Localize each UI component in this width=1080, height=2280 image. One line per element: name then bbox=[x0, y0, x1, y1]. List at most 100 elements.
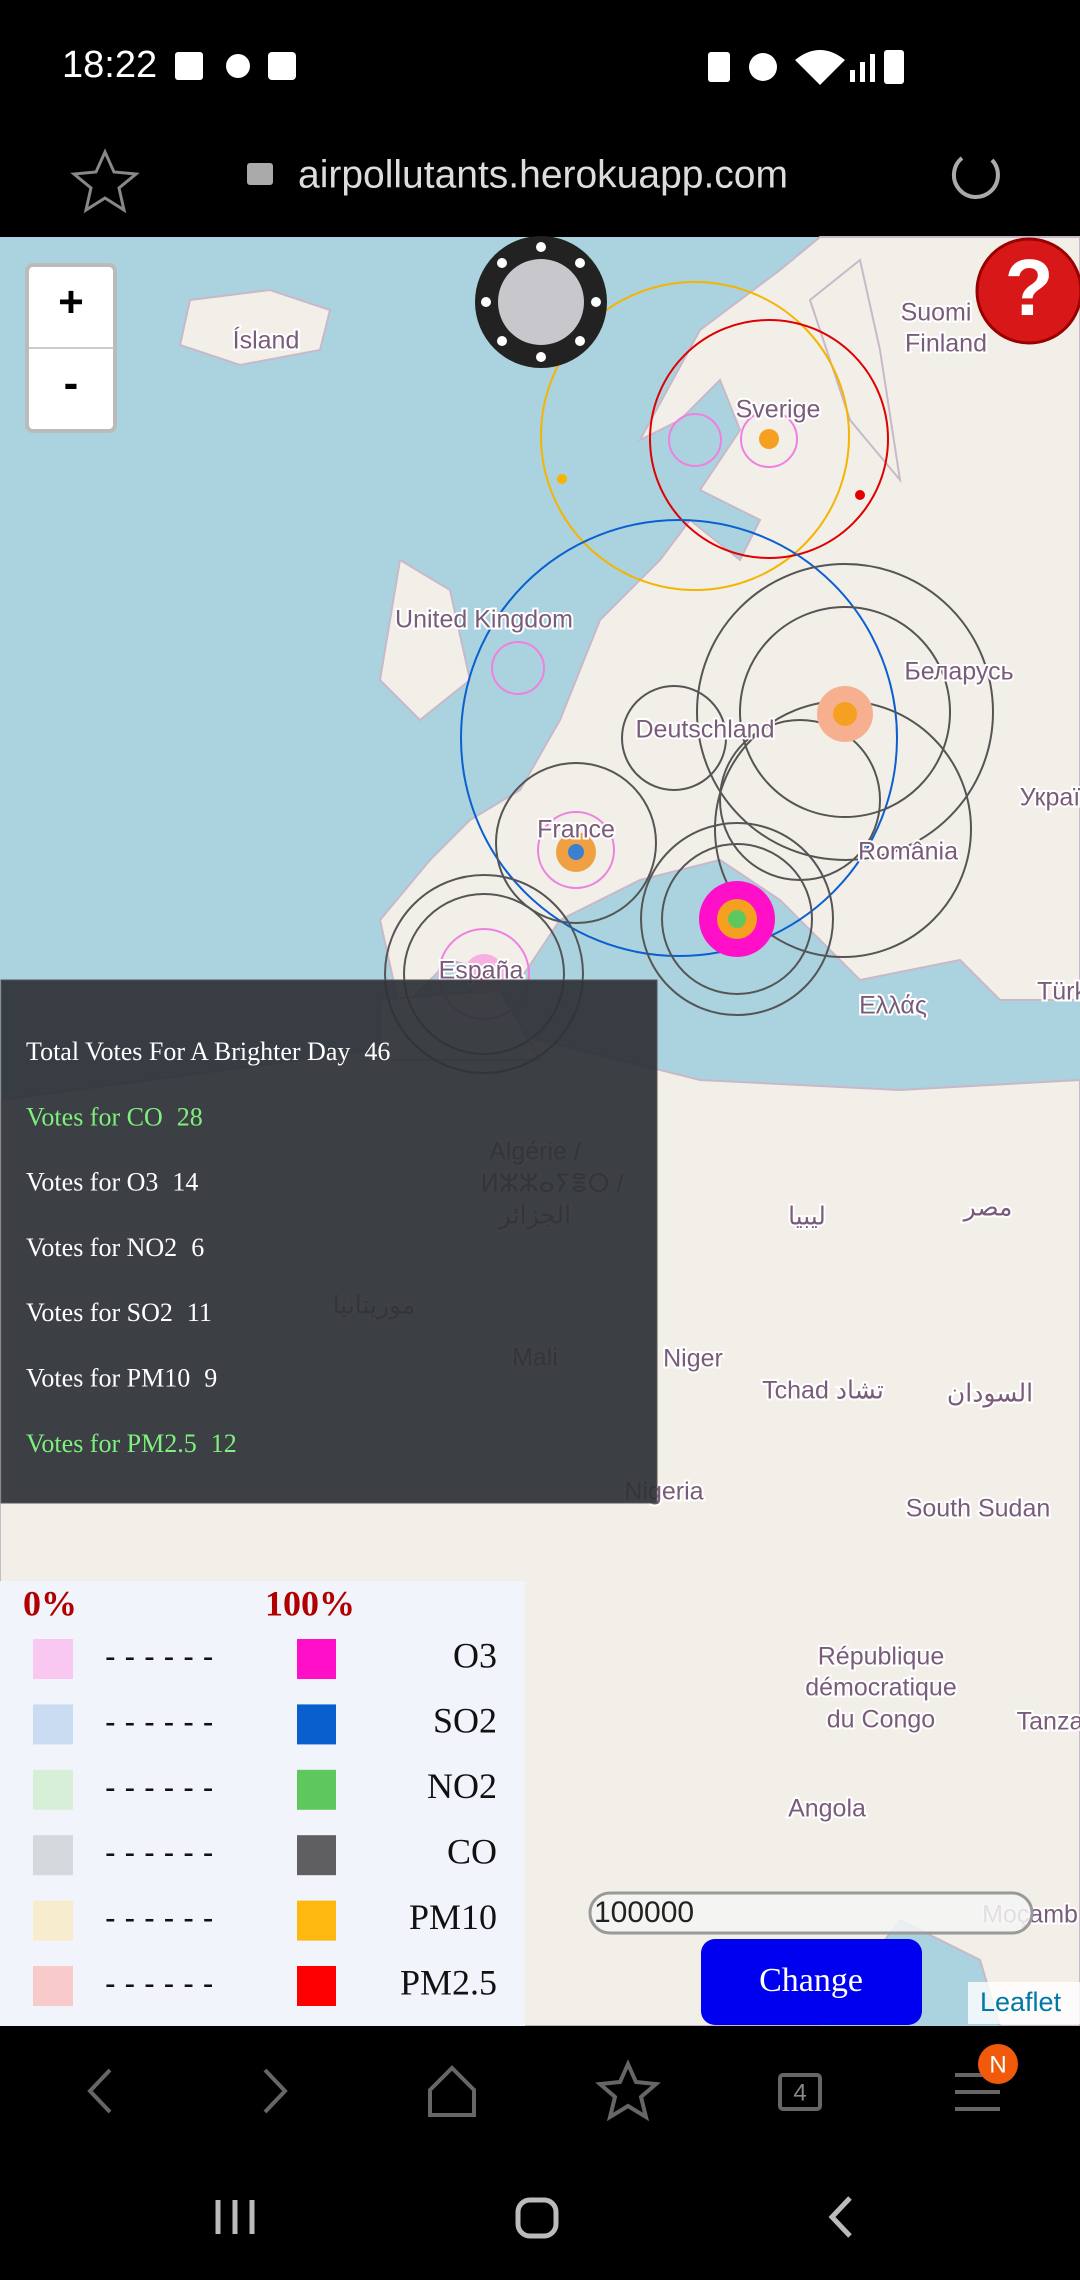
legend-label: PM2.5 bbox=[400, 1962, 497, 2002]
attribution[interactable]: Leaflet bbox=[980, 1987, 1062, 2017]
zoom-out[interactable]: - bbox=[64, 359, 79, 408]
legend-separator: - - - - - - bbox=[105, 1769, 213, 1805]
map-label: du Congo bbox=[827, 1706, 935, 1734]
map-label: Sverige bbox=[736, 396, 821, 424]
help-icon[interactable]: ? bbox=[1005, 243, 1054, 332]
change-label[interactable]: Change bbox=[759, 1962, 863, 1999]
help-button[interactable] bbox=[975, 237, 1080, 345]
map-label: Ísland bbox=[233, 326, 300, 355]
vote-label: Votes for PM10 bbox=[26, 1363, 190, 1392]
zoom-in[interactable]: + bbox=[58, 278, 84, 327]
legend-separator: - - - - - - bbox=[105, 1638, 213, 1674]
map-label: Беларусь bbox=[904, 658, 1013, 686]
legend-separator: - - - - - - bbox=[105, 1900, 213, 1936]
vote-row: Votes for SO2 11 bbox=[26, 1298, 212, 1327]
vote-row: Votes for PM10 9 bbox=[26, 1363, 217, 1392]
vote-row: Votes for NO2 6 bbox=[26, 1233, 204, 1262]
map-label: Tchad تشاد bbox=[762, 1377, 884, 1405]
bookmark-star[interactable] bbox=[70, 148, 140, 214]
legend-swatch-dark bbox=[297, 1966, 336, 2006]
map-label: Ελλάς bbox=[859, 992, 927, 1020]
map-label: Deutschland bbox=[636, 716, 775, 744]
map-label: démocratique bbox=[805, 1674, 956, 1702]
vote-label: Votes for PM2.5 bbox=[26, 1429, 197, 1458]
legend-label: SO2 bbox=[433, 1701, 497, 1741]
map-label: Suomi bbox=[901, 299, 972, 327]
legend-swatch-light bbox=[33, 1835, 73, 1876]
vote-count: 46 bbox=[364, 1037, 390, 1066]
votes-list: Total Votes For A Brighter Day 46 Votes fo… bbox=[26, 1037, 390, 1458]
input-value[interactable]: 100000 bbox=[594, 1896, 694, 1929]
vote-label: Votes for O3 bbox=[26, 1168, 158, 1197]
legend-separator: - - - - - - bbox=[105, 1704, 213, 1740]
map-label: Украї bbox=[1020, 784, 1080, 812]
map-label: Türk bbox=[1037, 978, 1080, 1006]
legend-rows: - - - - - - O3 - - - - - - SO2 - - - - - - NO… bbox=[33, 1635, 497, 2006]
number-input[interactable] bbox=[588, 1891, 1034, 1935]
reload[interactable] bbox=[951, 156, 1000, 200]
vote-count: 28 bbox=[177, 1102, 203, 1131]
legend-label: PM10 bbox=[409, 1897, 497, 1937]
map-label: Finland bbox=[905, 330, 987, 358]
clock: 18:22 bbox=[62, 44, 157, 86]
lock-icon bbox=[247, 163, 273, 185]
zoom-control bbox=[25, 263, 117, 433]
legend-swatch-dark bbox=[297, 1900, 336, 1941]
legend-swatch-dark bbox=[297, 1769, 336, 1810]
votes-panel bbox=[0, 979, 658, 1504]
map-label: السودان bbox=[947, 1380, 1033, 1409]
legend-swatch-light bbox=[33, 1966, 73, 2006]
top-bar bbox=[0, 0, 1080, 237]
vote-row: Votes for CO 28 bbox=[26, 1102, 203, 1131]
map-label: مصر bbox=[962, 1194, 1013, 1223]
vote-count: 14 bbox=[172, 1168, 198, 1197]
vote-label: Total Votes For A Brighter Day bbox=[26, 1037, 350, 1066]
map-label: Tanza bbox=[1017, 1708, 1080, 1736]
system-nav bbox=[215, 2196, 852, 2239]
vote-count: 12 bbox=[211, 1429, 237, 1458]
map-label: United Kingdom bbox=[395, 606, 573, 634]
change-button[interactable] bbox=[701, 1939, 922, 2025]
vote-row: Votes for PM2.5 12 bbox=[26, 1429, 237, 1458]
nav-icons bbox=[87, 2059, 1000, 2122]
vote-count: 6 bbox=[191, 1233, 204, 1262]
legend-label: NO2 bbox=[427, 1766, 497, 1806]
legend-swatch-light bbox=[33, 1769, 73, 1810]
legend-swatch-light bbox=[33, 1639, 73, 1679]
map-label: République bbox=[818, 1643, 945, 1671]
legend-separator: - - - - - - bbox=[105, 1835, 213, 1871]
legend-swatch-light bbox=[33, 1704, 73, 1745]
vote-row: Total Votes For A Brighter Day 46 bbox=[26, 1037, 390, 1066]
legend-panel bbox=[0, 1581, 525, 2026]
spinner bbox=[475, 236, 607, 368]
vote-label: Votes for CO bbox=[26, 1102, 163, 1131]
status-icons bbox=[175, 50, 904, 85]
badge bbox=[978, 2044, 1018, 2084]
map-label: ليبيا bbox=[788, 1203, 826, 1231]
attribution-box bbox=[968, 1982, 1080, 2024]
legend-separator: - - - - - - bbox=[105, 1965, 213, 2001]
legend-swatch-dark bbox=[297, 1835, 336, 1876]
legend-max: 100% bbox=[265, 1583, 355, 1623]
vote-count: 9 bbox=[204, 1363, 217, 1392]
map-label: România bbox=[858, 838, 958, 866]
vote-label: Votes for SO2 bbox=[26, 1298, 173, 1327]
vote-row: Votes for O3 14 bbox=[26, 1168, 198, 1197]
map-label: Angola bbox=[788, 1795, 866, 1823]
badge-text: N bbox=[989, 2051, 1006, 2078]
legend-label: CO bbox=[447, 1831, 497, 1871]
tab-count[interactable]: 4 bbox=[793, 2079, 806, 2106]
legend-label: O3 bbox=[453, 1635, 497, 1675]
map-label: France bbox=[537, 816, 615, 844]
bottom-bar bbox=[0, 2026, 1080, 2280]
map-label: Niger bbox=[663, 1345, 723, 1373]
legend-swatch-light bbox=[33, 1900, 73, 1941]
url[interactable]: airpollutants.herokuapp.com bbox=[298, 153, 788, 196]
vote-count: 11 bbox=[187, 1298, 212, 1327]
map-label: South Sudan bbox=[906, 1495, 1051, 1523]
legend-swatch-dark bbox=[297, 1639, 336, 1679]
legend-swatch-dark bbox=[297, 1704, 336, 1745]
vote-label: Votes for NO2 bbox=[26, 1233, 177, 1262]
legend-min: 0% bbox=[23, 1583, 77, 1623]
